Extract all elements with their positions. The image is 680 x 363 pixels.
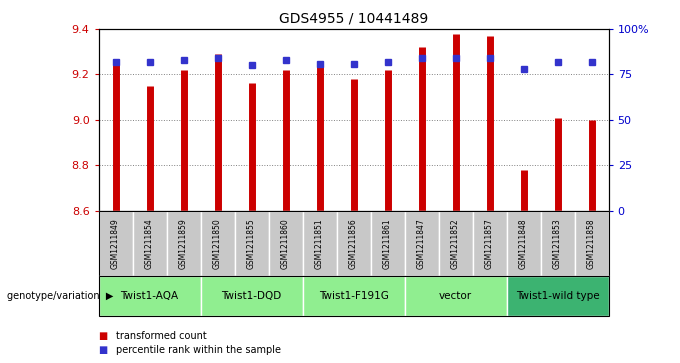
Text: GSM1211857: GSM1211857: [485, 218, 494, 269]
Bar: [507, 211, 541, 276]
Text: GSM1211859: GSM1211859: [179, 218, 188, 269]
Text: transformed count: transformed count: [116, 331, 206, 341]
Text: GSM1211849: GSM1211849: [111, 218, 120, 269]
Bar: [337, 211, 371, 276]
Bar: [133, 211, 167, 276]
Text: Twist1-wild type: Twist1-wild type: [516, 291, 599, 301]
Title: GDS4955 / 10441489: GDS4955 / 10441489: [279, 11, 428, 25]
Bar: [303, 211, 337, 276]
Text: vector: vector: [439, 291, 472, 301]
Text: GSM1211858: GSM1211858: [587, 218, 596, 269]
Bar: [99, 276, 201, 316]
Text: GSM1211852: GSM1211852: [451, 218, 460, 269]
Bar: [235, 211, 269, 276]
Bar: [371, 211, 405, 276]
Text: GSM1211850: GSM1211850: [213, 218, 222, 269]
Text: GSM1211861: GSM1211861: [383, 218, 392, 269]
Bar: [575, 211, 609, 276]
Text: GSM1211856: GSM1211856: [349, 218, 358, 269]
Text: GSM1211851: GSM1211851: [315, 218, 324, 269]
Bar: [303, 276, 405, 316]
Bar: [167, 211, 201, 276]
Bar: [405, 276, 507, 316]
Bar: [473, 211, 507, 276]
Text: ■: ■: [99, 331, 108, 341]
Text: GSM1211847: GSM1211847: [417, 218, 426, 269]
Bar: [99, 211, 133, 276]
Text: GSM1211860: GSM1211860: [281, 218, 290, 269]
Text: Twist1-AQA: Twist1-AQA: [120, 291, 179, 301]
Text: Twist1-DQD: Twist1-DQD: [222, 291, 282, 301]
Bar: [541, 211, 575, 276]
Text: genotype/variation  ▶: genotype/variation ▶: [7, 291, 113, 301]
Text: GSM1211854: GSM1211854: [145, 218, 154, 269]
Bar: [269, 211, 303, 276]
Bar: [201, 211, 235, 276]
Text: GSM1211848: GSM1211848: [519, 218, 528, 269]
Text: GSM1211855: GSM1211855: [247, 218, 256, 269]
Text: percentile rank within the sample: percentile rank within the sample: [116, 345, 281, 355]
Bar: [405, 211, 439, 276]
Bar: [439, 211, 473, 276]
Text: Twist1-F191G: Twist1-F191G: [319, 291, 388, 301]
Bar: [201, 276, 303, 316]
Text: GSM1211853: GSM1211853: [553, 218, 562, 269]
Text: ■: ■: [99, 345, 108, 355]
Bar: [507, 276, 609, 316]
